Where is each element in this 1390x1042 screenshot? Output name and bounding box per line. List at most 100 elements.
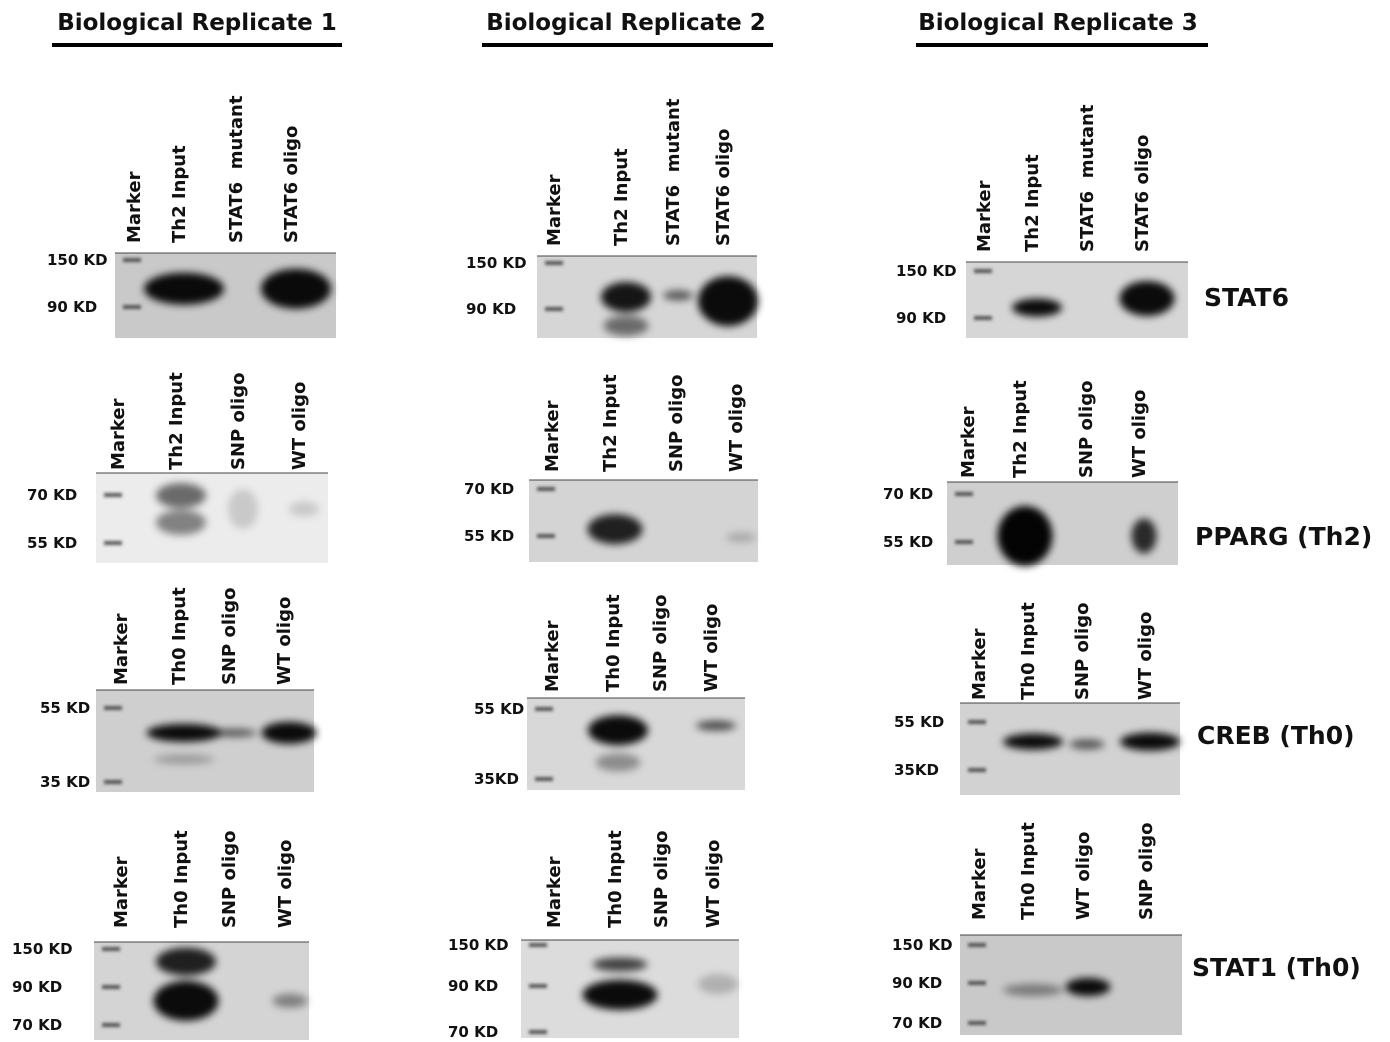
band: [262, 722, 317, 744]
lane-label: Th0 Input: [605, 830, 626, 928]
lane-label: Marker: [544, 174, 565, 246]
ladder-band: [529, 984, 547, 988]
lane-label: Th0 Input: [1018, 602, 1039, 700]
ladder-band: [104, 493, 122, 497]
protein-label: STAT6: [1204, 283, 1289, 312]
marker-label: 55 KD: [27, 534, 77, 552]
ladder-band: [545, 307, 563, 311]
lane-label: WT oligo: [726, 384, 747, 472]
blot-image: [527, 698, 745, 790]
marker-label: 70 KD: [883, 485, 933, 503]
lane-label: SNP oligo: [219, 588, 240, 685]
lane-label: Th0 Input: [169, 587, 190, 685]
marker-label: 150 KD: [892, 936, 953, 954]
ladder-band: [529, 1030, 547, 1034]
lane-label: Marker: [969, 628, 990, 700]
lane-label: STAT6 oligo: [281, 126, 302, 243]
replicate-title: Biological Replicate 3: [918, 10, 1198, 36]
band: [604, 316, 649, 336]
blot: [960, 703, 1180, 795]
marker-label: 150 KD: [47, 251, 108, 269]
lane-label: Marker: [542, 620, 563, 692]
band: [273, 994, 308, 1008]
band: [593, 958, 648, 972]
ladder-band: [955, 492, 973, 496]
protein-label: CREB (Th0): [1197, 721, 1355, 750]
band: [698, 276, 758, 326]
band: [1120, 281, 1175, 316]
ladder-band: [968, 943, 986, 947]
ladder-band: [123, 258, 141, 262]
marker-label: 90 KD: [47, 298, 97, 316]
ladder-band: [537, 534, 555, 538]
ladder-band: [104, 780, 122, 784]
lane-label: WT oligo: [703, 840, 724, 928]
band: [1070, 739, 1105, 749]
blot: [115, 253, 336, 338]
marker-label: 70 KD: [892, 1014, 942, 1032]
protein-label: PPARG (Th2): [1195, 522, 1372, 551]
lane-label: SNP oligo: [228, 373, 249, 470]
lane-label: SNP oligo: [219, 831, 240, 928]
band: [289, 502, 319, 517]
marker-label: 35 KD: [40, 773, 90, 791]
band: [144, 273, 224, 305]
band: [596, 753, 641, 771]
marker-label: 90 KD: [892, 974, 942, 992]
ladder-band: [968, 981, 986, 985]
blot: [96, 473, 328, 563]
marker-label: 90 KD: [448, 977, 498, 995]
lane-label: Marker: [542, 400, 563, 472]
lane-label: Th2 Input: [1010, 380, 1031, 478]
marker-label: 150 KD: [12, 940, 73, 958]
lane-label: WT oligo: [701, 604, 722, 692]
lane-label: SNP oligo: [1076, 381, 1097, 478]
blot: [537, 256, 758, 338]
ladder-band: [968, 720, 986, 724]
band: [1066, 978, 1111, 996]
marker-label: 55 KD: [474, 700, 524, 718]
lane-label: Th0 Input: [603, 594, 624, 692]
band: [696, 721, 736, 731]
lane-label: Marker: [111, 856, 132, 928]
marker-label: 90 KD: [896, 309, 946, 327]
figure: Biological Replicate 1MarkerTh2 InputSTA…: [0, 0, 1390, 1042]
lane-label: WT oligo: [274, 597, 295, 685]
blot: [527, 698, 745, 790]
lane-label: STAT6 oligo: [713, 129, 734, 246]
ladder-band: [537, 487, 555, 491]
marker-label: 55 KD: [464, 527, 514, 545]
lane-label: Th0 Input: [171, 830, 192, 928]
blot: [96, 690, 317, 792]
ladder-band: [545, 261, 563, 265]
band: [663, 290, 693, 300]
band: [601, 282, 651, 312]
marker-label: 55 KD: [883, 533, 933, 551]
ladder-band: [955, 540, 973, 544]
marker-label: 90 KD: [12, 978, 62, 996]
band: [726, 532, 756, 542]
lane-label: WT oligo: [1135, 612, 1156, 700]
band: [1120, 733, 1180, 751]
marker-label: 55 KD: [894, 713, 944, 731]
ladder-band: [123, 305, 141, 309]
band: [588, 514, 643, 544]
lane-label: Th0 Input: [1018, 822, 1039, 920]
lane-label: SNP oligo: [666, 375, 687, 472]
lane-label: SNP oligo: [1136, 823, 1157, 920]
band: [154, 754, 214, 764]
marker-label: 150 KD: [466, 254, 527, 272]
marker-label: 70 KD: [12, 1016, 62, 1034]
marker-label: 55 KD: [40, 699, 90, 717]
band: [998, 506, 1053, 566]
band: [212, 729, 257, 737]
band: [583, 980, 658, 1010]
ladder-band: [529, 943, 547, 947]
marker-label: 150 KD: [448, 936, 509, 954]
ladder-band: [974, 269, 992, 273]
lane-label: Marker: [108, 398, 129, 470]
lane-label: STAT6 oligo: [1132, 135, 1153, 252]
lane-label: Marker: [111, 613, 132, 685]
ladder-band: [104, 706, 122, 710]
marker-label: 90 KD: [466, 300, 516, 318]
